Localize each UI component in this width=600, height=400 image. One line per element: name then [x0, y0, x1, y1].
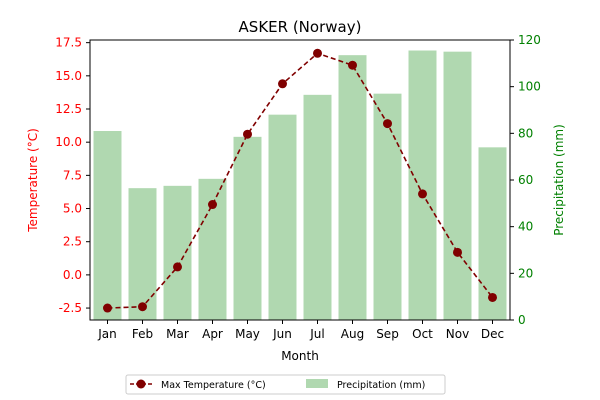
temperature-series-line	[107, 52, 494, 309]
right-tick-label: 40	[518, 220, 533, 234]
temperature-point-oct	[418, 189, 427, 199]
precipitation-bar-aug	[338, 55, 367, 321]
legend-temperature-label: Max Temperature (°C)	[161, 380, 266, 391]
precipitation-bar-nov	[443, 51, 472, 321]
left-axis-label: Temperature (°C)	[26, 128, 40, 233]
chart-title: ASKER (Norway)	[239, 18, 362, 36]
precipitation-bar-feb	[128, 188, 157, 320]
precipitation-bar-jul	[303, 94, 332, 320]
legend-bar-swatch	[306, 379, 328, 388]
x-tick-label: Aug	[341, 327, 364, 341]
left-tick-label: 0.0	[63, 268, 82, 282]
right-tick-label: 100	[518, 80, 541, 94]
left-tick-label: 2.5	[63, 235, 82, 249]
temperature-point-nov	[453, 247, 462, 257]
left-tick-label: 5.0	[63, 202, 82, 216]
right-axis-label: Precipitation (mm)	[552, 124, 566, 236]
x-tick-label: Apr	[202, 327, 223, 341]
temperature-point-may	[243, 129, 252, 139]
right-tick-label: 60	[518, 173, 533, 187]
left-tick-label: 17.5	[55, 36, 82, 50]
x-axis-label: Month	[281, 349, 319, 363]
right-tick-label: 20	[518, 266, 533, 280]
precipitation-bar-dec	[478, 147, 507, 320]
precipitation-bars	[93, 50, 507, 321]
temperature-point-jul	[313, 48, 322, 58]
left-tick-label: -2.5	[59, 301, 82, 315]
x-tick-label: Jun	[272, 327, 292, 341]
right-tick-label: 80	[518, 126, 533, 140]
temperature-point-jun	[278, 79, 287, 89]
legend: Max Temperature (°C) Precipitation (mm)	[125, 374, 446, 395]
x-tick-label: Feb	[132, 327, 153, 341]
temperature-point-dec	[488, 292, 497, 302]
temperature-point-mar	[173, 262, 182, 272]
precipitation-bar-jan	[93, 131, 122, 320]
x-tick-label: Mar	[166, 327, 189, 341]
temperature-point-apr	[208, 200, 217, 210]
x-tick-label: Jul	[309, 327, 324, 341]
x-tick-label: Nov	[446, 327, 469, 341]
precipitation-bar-oct	[408, 50, 437, 320]
x-tick-label: Sep	[376, 327, 399, 341]
x-tick-label: Jan	[97, 327, 117, 341]
precipitation-bar-may	[233, 136, 262, 320]
x-tick-label: Dec	[481, 327, 504, 341]
precipitation-bar-mar	[163, 185, 192, 320]
right-tick-label: 120	[518, 33, 541, 47]
temperature-point-jan	[103, 303, 112, 313]
legend-box	[125, 374, 446, 395]
precipitation-bar-apr	[198, 178, 227, 320]
temperature-point-aug	[348, 60, 357, 70]
right-tick-label: 0	[518, 313, 526, 327]
temperature-point-feb	[138, 302, 147, 312]
left-tick-label: 15.0	[55, 69, 82, 83]
legend-precipitation-label: Precipitation (mm)	[337, 380, 425, 391]
temperature-line	[103, 48, 497, 313]
left-tick-label: 10.0	[55, 135, 82, 149]
x-tick-label: May	[235, 327, 260, 341]
left-tick-label: 12.5	[55, 102, 82, 116]
axes: -2.5 0.0 2.5 5.0 7.5 10.0 12.5 15.0 17.5 0 20 40 60 8…	[55, 33, 541, 341]
x-tick-label: Oct	[412, 327, 433, 341]
precipitation-bar-sep	[373, 93, 402, 321]
temperature-point-sep	[383, 119, 392, 129]
left-tick-label: 7.5	[63, 168, 82, 182]
legend-line-marker	[136, 379, 146, 389]
precipitation-bar-jun	[268, 114, 297, 321]
